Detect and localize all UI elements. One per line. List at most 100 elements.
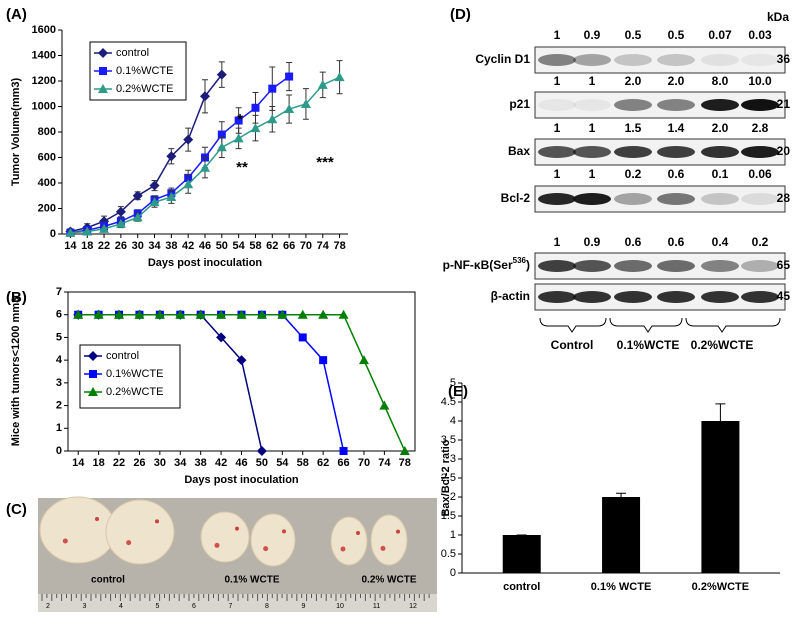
band-value: 1 bbox=[554, 74, 561, 88]
band-value: 1 bbox=[589, 167, 596, 181]
marker bbox=[233, 133, 244, 143]
x-tick-label: 62 bbox=[266, 240, 278, 252]
marker bbox=[115, 206, 126, 217]
band bbox=[614, 193, 652, 205]
band bbox=[538, 146, 576, 158]
marker bbox=[300, 98, 311, 108]
y-tick-label: 1 bbox=[450, 529, 456, 541]
x-tick-label: 30 bbox=[132, 240, 144, 252]
marker bbox=[267, 114, 278, 124]
y-tick-label: 1 bbox=[56, 422, 62, 434]
ruler-label: 9 bbox=[302, 603, 306, 610]
y-tick-label: 1000 bbox=[32, 100, 56, 112]
band bbox=[701, 99, 739, 111]
y-axis-label: Mice with tumors<1200 mm3 bbox=[10, 297, 22, 446]
band bbox=[741, 291, 779, 303]
y-tick-label: 1200 bbox=[32, 75, 56, 87]
tumor bbox=[105, 499, 175, 565]
x-tick-label: 18 bbox=[92, 457, 104, 469]
y-tick-label: 7 bbox=[56, 286, 62, 298]
kda-value: 45 bbox=[777, 289, 791, 303]
band-value: 0.5 bbox=[668, 28, 685, 42]
y-tick-label: 5 bbox=[450, 377, 456, 389]
band bbox=[701, 291, 739, 303]
annotation: ** bbox=[236, 159, 248, 176]
marker bbox=[216, 332, 227, 343]
band bbox=[538, 193, 576, 205]
x-axis-label: Days post inoculation bbox=[184, 474, 299, 486]
y-tick-label: 0 bbox=[56, 445, 62, 457]
panel-label: (D) bbox=[450, 6, 471, 23]
bar bbox=[701, 421, 740, 573]
row-label-text: p-NF-κB(Ser bbox=[443, 258, 513, 272]
marker bbox=[200, 91, 210, 102]
ruler-label: 3 bbox=[83, 603, 87, 610]
marker bbox=[166, 192, 177, 202]
band-value: 1 bbox=[589, 121, 596, 135]
kda-value: 20 bbox=[777, 144, 791, 158]
x-tick-label: control bbox=[503, 581, 540, 593]
y-tick-label: 400 bbox=[38, 177, 56, 189]
y-tick-label: 3.5 bbox=[441, 434, 456, 446]
annotation: * bbox=[237, 111, 243, 128]
marker bbox=[256, 309, 267, 319]
kda-value: 65 bbox=[777, 258, 791, 272]
band-value: 0.1 bbox=[712, 167, 729, 181]
photo-label: 0.1% WCTE bbox=[224, 575, 279, 586]
marker bbox=[216, 142, 227, 152]
y-tick-label: 5 bbox=[56, 331, 62, 343]
vessel bbox=[126, 540, 132, 546]
x-tick-label: 66 bbox=[283, 240, 295, 252]
ruler-label: 4 bbox=[119, 603, 123, 610]
marker bbox=[166, 151, 177, 162]
band-value: 0.9 bbox=[584, 28, 601, 42]
band-value: 0.06 bbox=[748, 167, 772, 181]
tumor bbox=[39, 496, 117, 564]
band bbox=[741, 193, 779, 205]
x-tick-label: 38 bbox=[165, 240, 177, 252]
vessel bbox=[263, 546, 269, 552]
row-label: Bcl-2 bbox=[501, 191, 531, 205]
band-value: 2.0 bbox=[712, 121, 729, 135]
group-bracket bbox=[539, 317, 607, 333]
marker bbox=[318, 309, 329, 319]
band bbox=[573, 54, 611, 66]
x-tick-label: 46 bbox=[235, 457, 247, 469]
x-axis-label: Days post inoculation bbox=[148, 257, 263, 269]
vessel bbox=[155, 519, 159, 524]
marker bbox=[234, 116, 243, 125]
y-tick-label: 0.5 bbox=[441, 548, 456, 560]
row-label-sup: 536 bbox=[513, 256, 527, 265]
marker bbox=[195, 309, 206, 319]
row-label-text: Bcl-2 bbox=[501, 191, 531, 205]
ruler-label: 8 bbox=[265, 603, 269, 610]
panel-label: (E) bbox=[448, 383, 468, 400]
x-tick-label: 42 bbox=[182, 240, 194, 252]
x-tick-label: 26 bbox=[133, 457, 145, 469]
y-tick-label: 1.5 bbox=[441, 510, 456, 522]
ruler-label: 2 bbox=[46, 603, 50, 610]
tumor bbox=[330, 516, 368, 566]
vessel bbox=[235, 526, 239, 531]
band-value: 0.6 bbox=[668, 235, 685, 249]
band bbox=[538, 291, 576, 303]
band bbox=[701, 54, 739, 66]
x-tick-label: 46 bbox=[199, 240, 211, 252]
marker bbox=[319, 356, 328, 365]
marker bbox=[132, 212, 143, 222]
x-tick-label: 74 bbox=[317, 240, 330, 252]
band-value: 0.4 bbox=[712, 235, 729, 249]
legend-label: control bbox=[106, 350, 139, 362]
marker bbox=[251, 103, 260, 112]
x-tick-label: 50 bbox=[216, 240, 228, 252]
band bbox=[573, 99, 611, 111]
vessel bbox=[380, 545, 386, 551]
row-label-end: ) bbox=[526, 258, 530, 272]
band-value: 2.0 bbox=[668, 74, 685, 88]
marker bbox=[175, 309, 186, 319]
x-tick-label: 54 bbox=[276, 457, 289, 469]
vessel bbox=[95, 517, 99, 521]
band-value: 0.9 bbox=[584, 235, 601, 249]
marker bbox=[284, 104, 295, 114]
